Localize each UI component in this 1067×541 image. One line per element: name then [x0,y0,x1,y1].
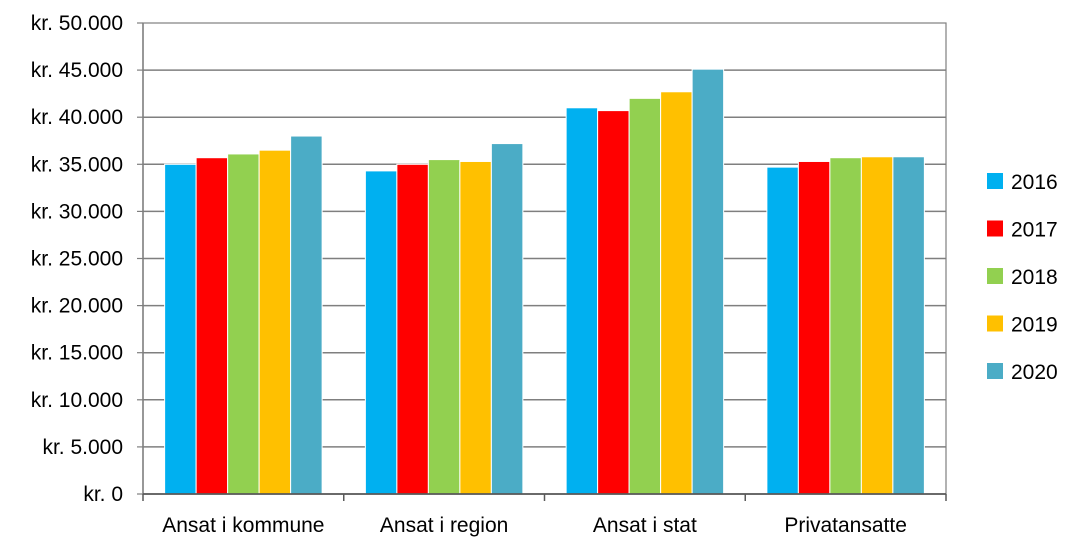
y-tick-label: kr. 10.000 [31,389,123,412]
bar-2016-2 [565,107,599,495]
bar-2020-0 [290,135,323,495]
category-labels: Ansat i kommune Ansat i region Ansat i sta… [162,514,907,537]
y-tick-label: kr. 30.000 [31,200,123,223]
bar-2020-3 [892,156,925,495]
bar-2020-2 [691,68,725,495]
y-tick-label: kr. 35.000 [31,153,123,176]
bar-2020-1 [490,143,524,495]
bar-2016-1 [364,170,398,495]
y-tick-label: kr. 15.000 [31,342,123,365]
legend-swatch-2018 [987,268,1003,284]
y-tick-label: kr. 45.000 [31,59,123,82]
legend-swatch-2017 [987,220,1003,237]
legend-label: 2017 [1011,219,1058,242]
legend-swatch-2019 [987,315,1003,332]
y-tick-label: kr. 5.000 [42,436,123,459]
bar-2016-0 [164,163,197,495]
bar-2017-1 [396,163,429,495]
bar-2017-2 [597,110,630,495]
y-tick-label: kr. 40.000 [31,106,123,129]
category-label: Ansat i region [380,514,508,537]
legend: 2016 2017 2018 2019 2020 [987,171,1058,384]
y-tick-labels: kr. 0 kr. 5.000 kr. 10.000 kr. 15.000 kr. 20… [31,12,123,506]
category-label: Ansat i stat [593,514,697,537]
bar-2018-3 [829,157,862,495]
bar-2017-3 [797,160,831,495]
legend-label: 2019 [1011,314,1058,337]
bar-2019-2 [660,91,693,495]
bar-2018-2 [628,97,662,495]
y-tick-label: kr. 50.000 [31,12,123,35]
y-tick-label: kr. 20.000 [31,295,123,318]
bar-2018-0 [227,153,260,495]
category-label: Ansat i kommune [162,514,324,537]
bar-2019-0 [258,149,292,495]
bar-2019-3 [860,156,894,495]
bar-2017-0 [195,157,229,495]
legend-label: 2018 [1011,266,1058,289]
bar-2018-1 [427,159,461,495]
legend-swatch-2020 [987,363,1003,379]
bar-2019-1 [459,160,492,495]
legend-label: 2016 [1011,171,1058,194]
category-label: Privatansatte [784,514,907,537]
y-tick-label: kr. 0 [83,483,123,506]
bars [164,68,925,495]
axes [137,22,947,501]
legend-swatch-2016 [987,173,1003,189]
bar-2016-3 [766,166,799,495]
y-tick-label: kr. 25.000 [31,248,123,271]
legend-label: 2020 [1011,361,1058,384]
